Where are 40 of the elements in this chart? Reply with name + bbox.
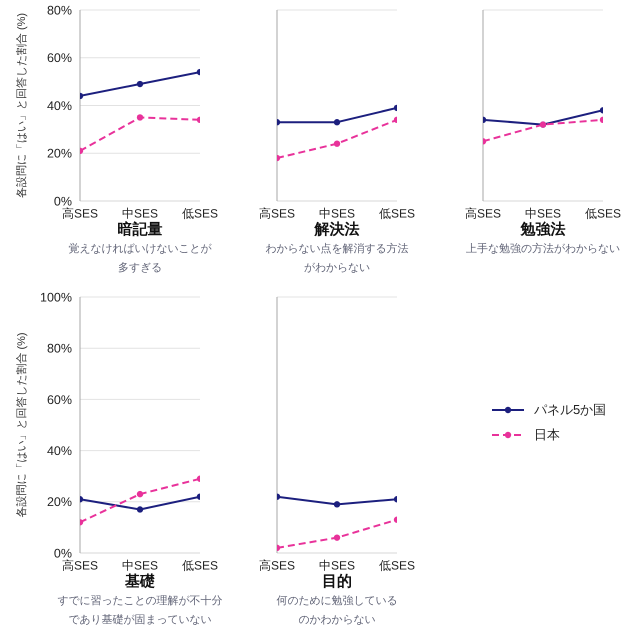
text: 解決法 (313, 221, 360, 239)
text: わからない点を解消する方法がわからない (264, 242, 410, 276)
y-tick-label: 20% (46, 495, 72, 510)
legend-label: パネル5か国 (534, 400, 606, 418)
x-tick-label: 低SES (182, 558, 218, 573)
text: すでに習ったことの理解が不十分であり基礎が固まっていない (56, 594, 224, 628)
x-tick-label: 低SES (584, 206, 622, 221)
x-tick-label: 低SES (378, 206, 416, 221)
x-tick-label: 中SES (318, 206, 356, 221)
x-tick-label: 高SES (464, 206, 502, 221)
text: 上手な勉強の方法がわからない (465, 242, 621, 257)
x-tick-label: 高SES (258, 558, 296, 573)
text: 勉強法 (519, 221, 566, 239)
y-axis-title: 各設問に「はい」と回答した割合 (%) (15, 12, 28, 198)
y-axis-title: 各設問に「はい」と回答した割合 (%) (15, 332, 28, 518)
text: 基礎 (124, 573, 156, 591)
y-tick-label: 80% (46, 3, 72, 18)
text: 目的 (321, 573, 353, 591)
y-tick-label: 60% (46, 392, 72, 407)
text: 覚えなければいけないことが多すぎる (68, 242, 212, 276)
y-tick-label: 60% (46, 51, 72, 66)
x-tick-label: 中SES (122, 558, 158, 573)
x-tick-label: 高SES (62, 558, 98, 573)
x-tick-label: 低SES (378, 558, 416, 573)
x-tick-label: 低SES (182, 206, 218, 221)
y-tick-label: 80% (46, 342, 72, 356)
text: 暗記量 (116, 221, 164, 239)
x-tick-label: 中SES (122, 206, 158, 221)
x-tick-label: 高SES (258, 206, 296, 221)
y-tick-label: 40% (46, 98, 72, 113)
legend-label: 日本 (534, 426, 560, 444)
y-tick-label: 100% (40, 290, 72, 304)
text: 何のために勉強しているのかわからない (276, 594, 398, 628)
y-tick-label: 20% (46, 146, 72, 161)
y-tick-label: 0% (54, 194, 72, 208)
y-tick-label: 0% (54, 546, 72, 560)
x-tick-label: 中SES (524, 206, 562, 221)
y-tick-label: 40% (46, 444, 72, 458)
x-tick-label: 中SES (318, 558, 356, 573)
x-tick-label: 高SES (62, 206, 98, 221)
